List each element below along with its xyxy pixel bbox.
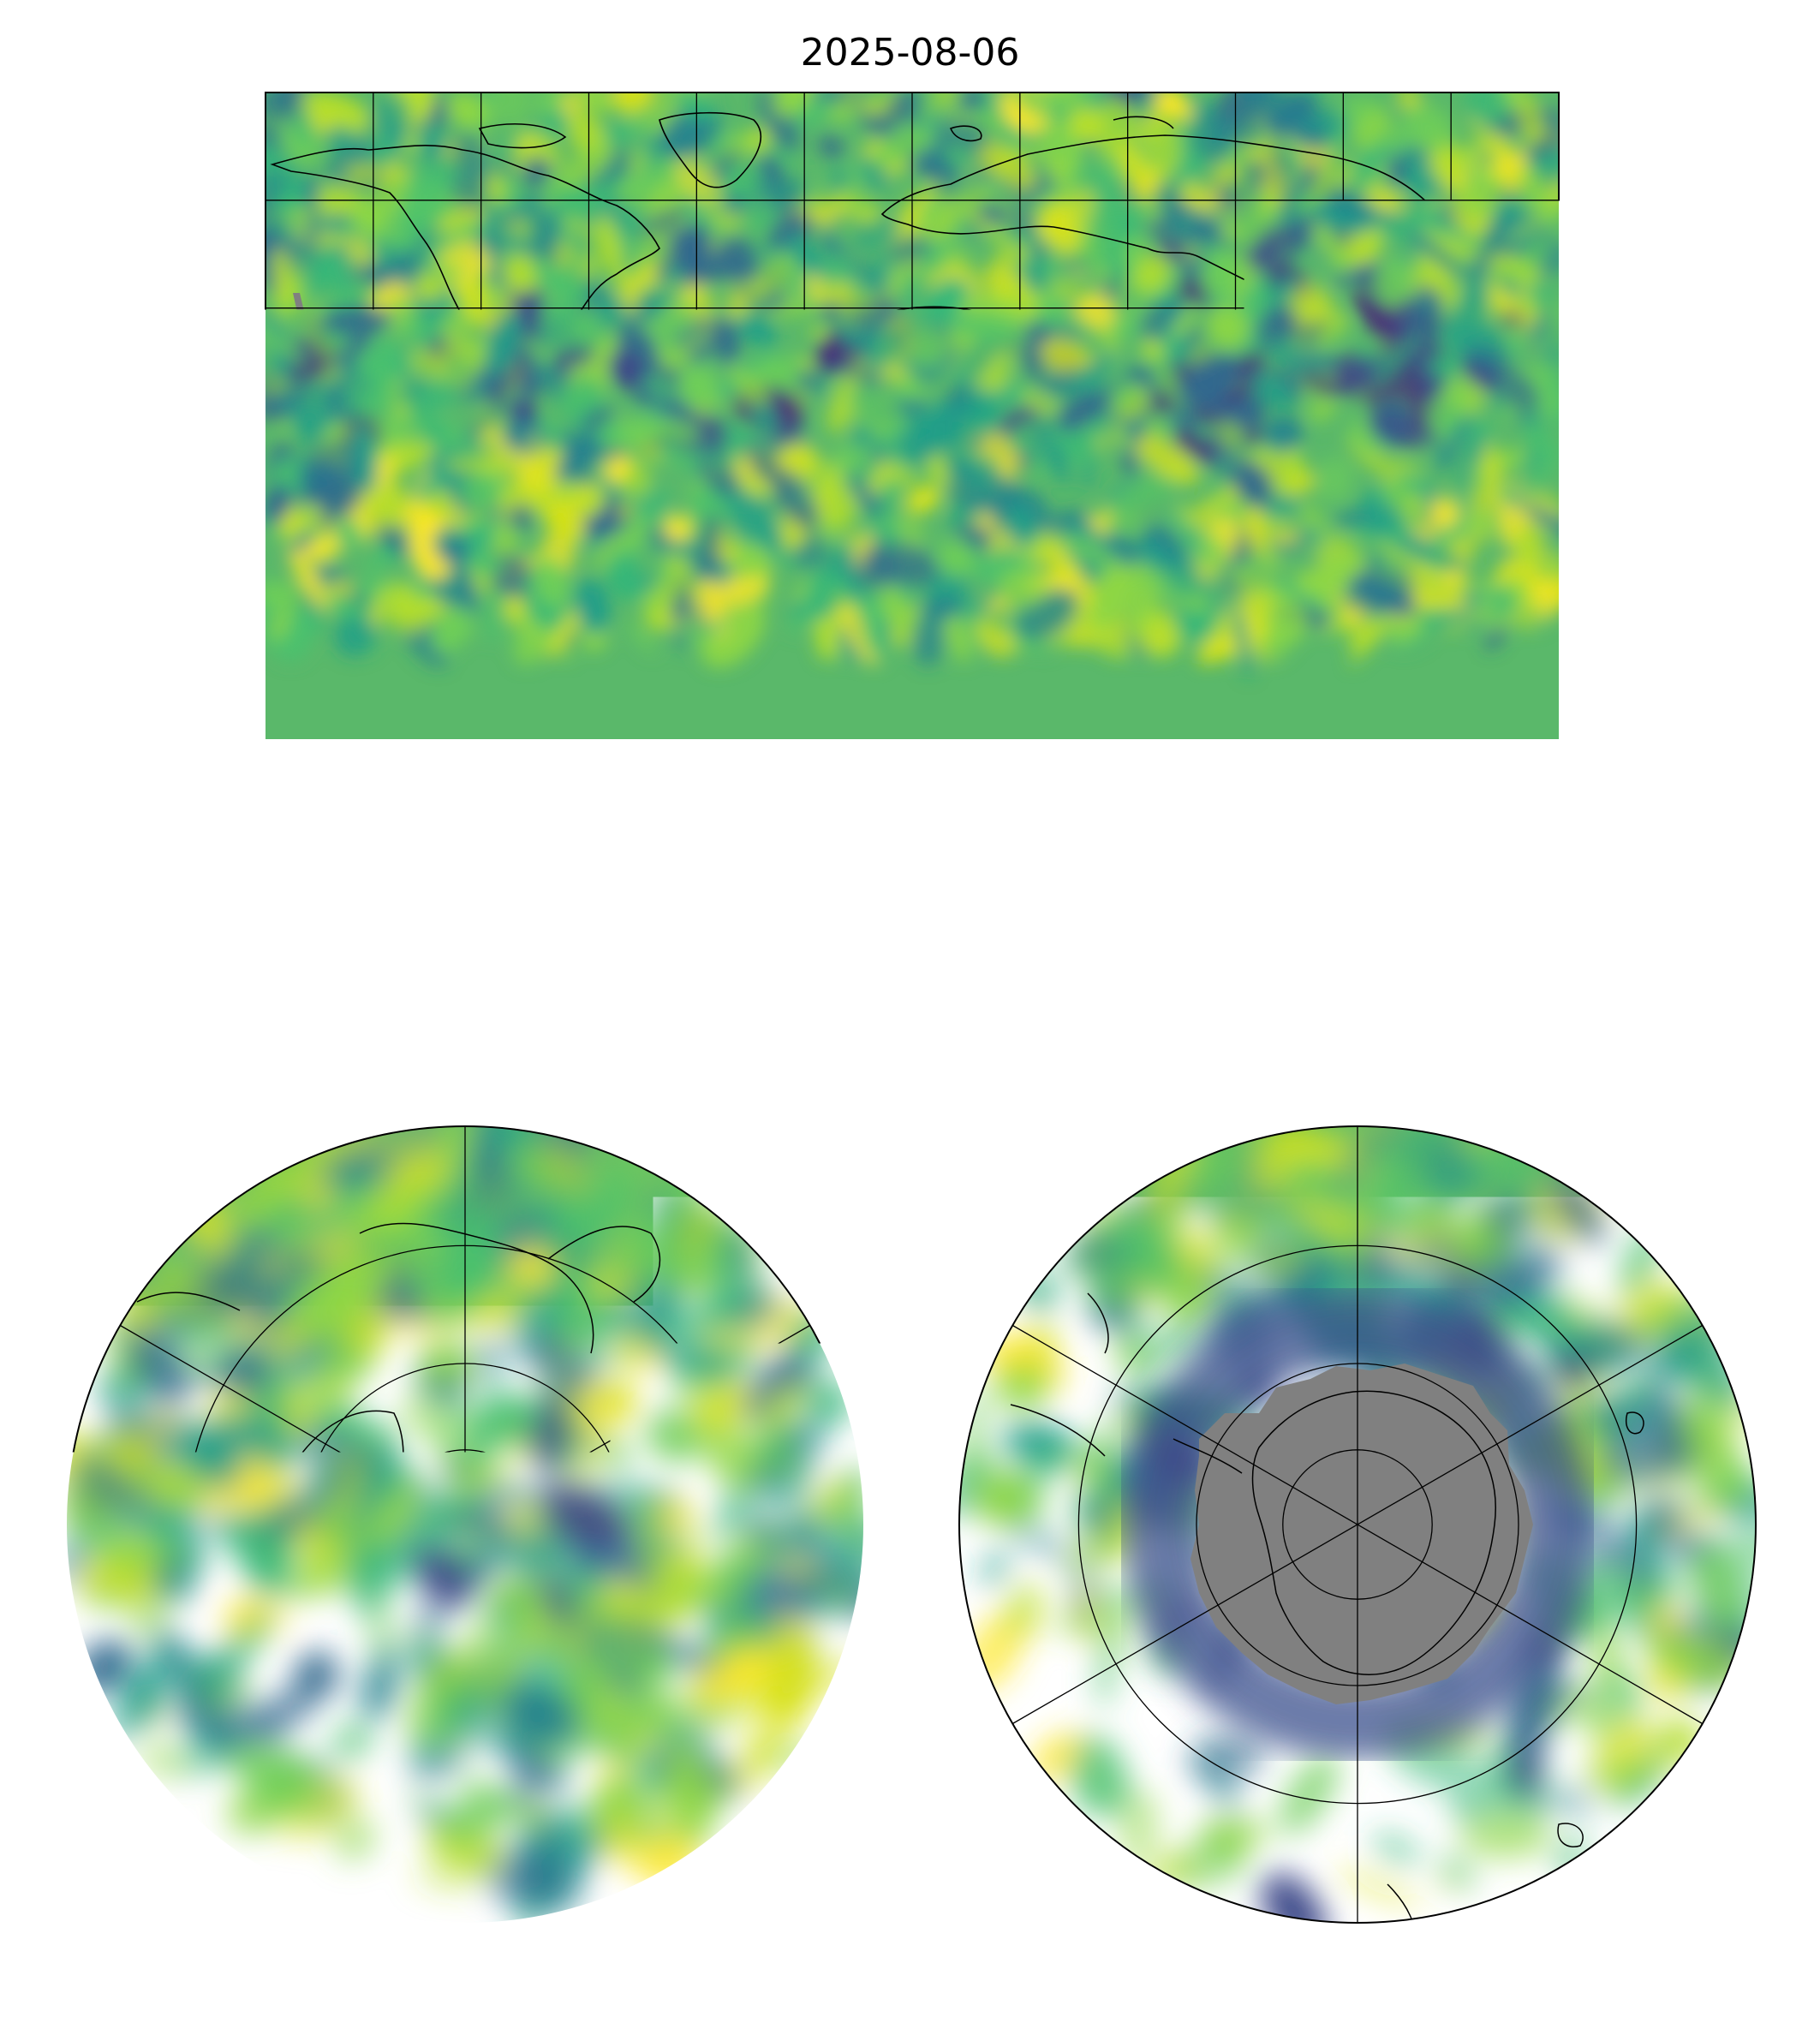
colorbar: 0.2 0.4 0.6 0.8 1.0 Cloud pressure [hPa] ×10…: [435, 877, 1387, 1027]
colorbar-tick-label: 1.0: [1233, 927, 1282, 962]
colorbar-offset-exponent: 3: [1319, 983, 1332, 1007]
colorbar-gradient: [478, 877, 1345, 908]
colorbar-label: Cloud pressure [hPa]: [751, 992, 1071, 1027]
colorbar-tick-label: 0.8: [1060, 927, 1109, 962]
colorbar-under-extension: [435, 877, 478, 908]
colorbar-tick-label: 0.4: [713, 927, 762, 962]
colorbar-ticks: 0.2 0.4 0.6 0.8 1.0: [540, 908, 1283, 962]
south-polar-map: [924, 1101, 1797, 1961]
colorbar-over-extension: [1345, 877, 1387, 908]
cloud-texture-patch: [1416, 392, 1428, 431]
cloud-texture-patch: [347, 444, 359, 490]
colorbar-offset-base: ×10: [1254, 988, 1319, 1023]
colorbar-tick-label: 0.2: [540, 927, 589, 962]
colorbar-offset-text: ×103: [1254, 983, 1332, 1023]
global-map: [230, 53, 1592, 739]
north-polar-map: [33, 1096, 910, 1948]
global-cloud-field: [230, 53, 1592, 739]
colorbar-tick-label: 0.6: [886, 927, 935, 962]
south-polar-cloud-field: [924, 1101, 1797, 1961]
north-polar-cloud-field: [33, 1096, 910, 1948]
